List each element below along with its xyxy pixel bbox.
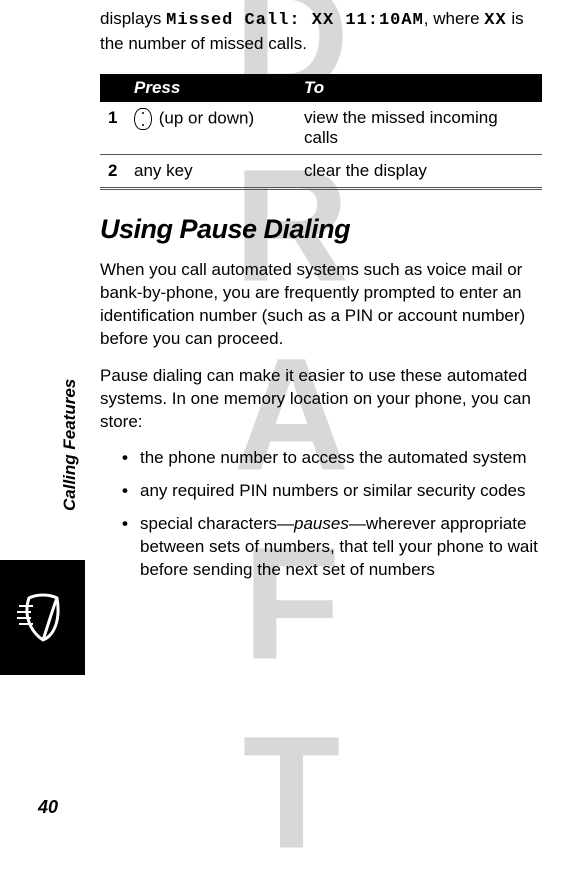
sidebar: Calling Features <box>0 330 85 675</box>
paragraph-1: When you call automated systems such as … <box>100 259 542 351</box>
section-heading: Using Pause Dialing <box>100 214 542 245</box>
intro-prefix: displays <box>100 9 166 28</box>
intro-text: displays Missed Call: XX 11:10AM, where … <box>100 8 542 56</box>
list-item: special characters—pauses—wherever appro… <box>122 513 542 582</box>
phone-icon <box>13 588 73 648</box>
bullet3-before: special characters— <box>140 514 294 533</box>
table-header-step <box>100 74 126 102</box>
sidebar-section-label: Calling Features <box>50 330 90 560</box>
bullet-list: the phone number to access the automated… <box>100 447 542 582</box>
table-header-to: To <box>296 74 542 102</box>
table-header-press: Press <box>126 74 296 102</box>
nav-up-down-icon <box>134 108 152 130</box>
press-cell: (up or down) <box>126 102 296 155</box>
steps-table: Press To 1 (up or down) view the missed … <box>100 74 542 190</box>
to-cell: view the missed incoming calls <box>296 102 542 155</box>
list-item: any required PIN numbers or similar secu… <box>122 480 542 503</box>
intro-mid: , where <box>424 9 484 28</box>
list-item: the phone number to access the automated… <box>122 447 542 470</box>
phone-icon-box <box>0 560 85 675</box>
paragraph-2: Pause dialing can make it easier to use … <box>100 365 542 434</box>
press-text: (up or down) <box>154 108 254 127</box>
press-cell: any key <box>126 154 296 188</box>
intro-code-2: XX <box>484 11 506 30</box>
step-number: 2 <box>100 154 126 188</box>
bullet3-italic: pauses <box>294 514 349 533</box>
to-cell: clear the display <box>296 154 542 188</box>
table-row: 1 (up or down) view the missed incoming … <box>100 102 542 155</box>
table-row: 2 any key clear the display <box>100 154 542 188</box>
intro-code-1: Missed Call: XX 11:10AM <box>166 11 424 30</box>
step-number: 1 <box>100 102 126 155</box>
